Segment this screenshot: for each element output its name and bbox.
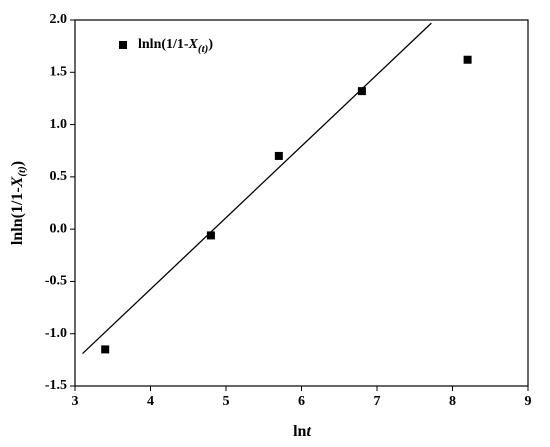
y-title-part: (t) (16, 166, 28, 176)
x-tick-label: 4 (147, 394, 154, 409)
legend-label-part: lnln(1/1- (138, 37, 189, 52)
y-tick-label: 2.0 (50, 12, 68, 27)
y-tick-label: -0.5 (45, 274, 67, 289)
x-tick-label: 8 (449, 394, 456, 409)
point (463, 55, 472, 64)
y-title-part: X (9, 176, 26, 188)
x-tick-label: 3 (72, 394, 79, 409)
x-title-part: t (306, 423, 311, 440)
legend-label-part: (t) (198, 43, 208, 55)
y-tick-label: -1.5 (45, 378, 67, 393)
y-axis-title: lnln(1/1-X(t)) (9, 161, 28, 245)
x-tick-label: 9 (525, 394, 532, 409)
point (274, 151, 283, 160)
x-tick-label: 5 (223, 394, 230, 409)
legend-label-part: X (188, 37, 199, 52)
y-tick-label: 0.5 (50, 169, 68, 184)
point (206, 231, 215, 240)
fit-line (82, 22, 432, 355)
x-tick-label: 7 (374, 394, 381, 409)
point (101, 345, 110, 354)
x-tick-label: 6 (298, 394, 305, 409)
y-tick-label: 1.0 (50, 117, 68, 132)
y-tick-label: 1.5 (50, 65, 68, 80)
y-tick-label: -1.0 (45, 326, 67, 341)
legend-label-part: ) (208, 37, 213, 52)
x-title-part: ln (293, 423, 306, 440)
y-title-part: lnln(1/1- (9, 187, 26, 245)
plot-frame (74, 19, 529, 387)
legend-label: lnln(1/1-X(t)) (138, 37, 213, 54)
x-axis-title: lnt (293, 423, 311, 440)
point (357, 87, 366, 96)
legend-marker (119, 41, 127, 49)
y-tick-label: 0.0 (50, 221, 68, 236)
y-title-part: ) (9, 161, 26, 166)
